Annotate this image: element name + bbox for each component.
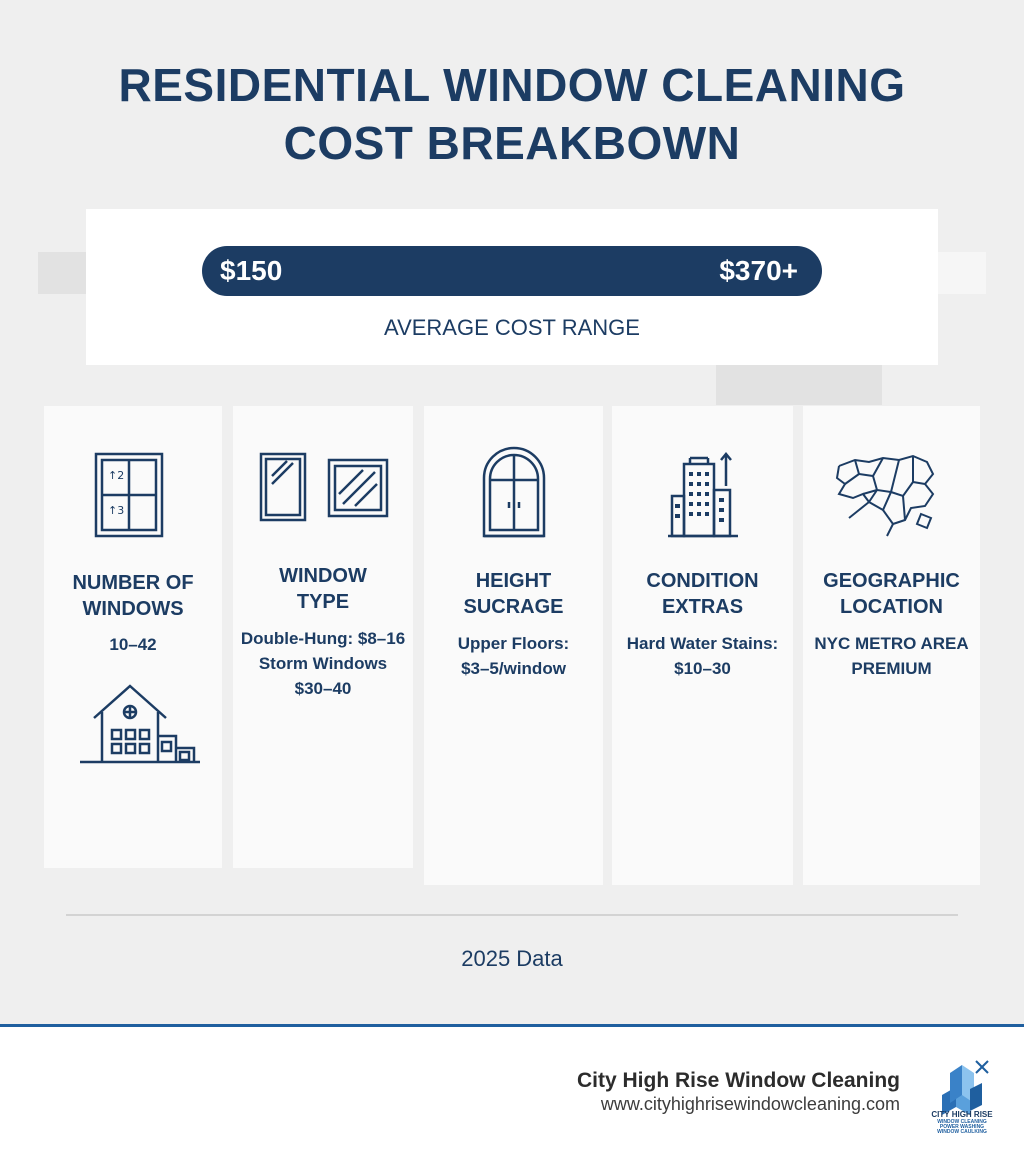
card-value: 10–42: [109, 635, 157, 654]
window-types-icon: [259, 452, 389, 522]
svg-text:WINDOW CAULKING: WINDOW CAULKING: [937, 1129, 987, 1135]
card-condition-extras: CONDITION EXTRAS Hard Water Stains: $10–30: [612, 406, 793, 885]
card-value: Upper Floors: $3–5/window: [457, 634, 570, 678]
company-logo: CITY HIGH RISE WINDOW CLEANING POWER WAS…: [931, 1060, 993, 1135]
card-height-surcharge: HEIGHT SUCRAGE Upper Floors: $3–5/window: [424, 406, 603, 885]
svg-text:WINDOW CLEANING: WINDOW CLEANING: [937, 1119, 987, 1125]
data-year-note: 2025 Data: [461, 946, 563, 971]
house-icon: [80, 684, 200, 764]
svg-text:↑2: ↑2: [108, 469, 124, 482]
decorative-shade: [936, 252, 986, 294]
cost-range-card: $150 $370+ AVERAGE COST RANGE: [86, 209, 938, 365]
card-title: HEIGHT SUCRAGE: [463, 570, 564, 618]
decorative-shade: [38, 252, 88, 294]
window-pane-icon: ↑2 ↑3: [94, 452, 164, 538]
card-geographic-location: GEOGRAPHIC LOCATION NYC METRO AREA PREMIUM: [803, 406, 980, 885]
company-url[interactable]: www.cityhighrisewindowcleaning.com: [600, 1094, 900, 1114]
page-title: RESIDENTIAL WINDOW CLEANING COST BREAKBO…: [0, 56, 1024, 172]
card-title: NUMBER OF WINDOWS: [72, 572, 194, 620]
card-number-of-windows: ↑2 ↑3 NUMBER OF WINDOWS 10–42: [44, 406, 222, 868]
svg-text:↑3: ↑3: [108, 504, 124, 517]
building-icon: [668, 452, 738, 538]
company-name: City High Rise Window Cleaning: [577, 1069, 900, 1092]
card-title: WINDOW TYPE: [279, 565, 367, 613]
card-title: GEOGRAPHIC LOCATION: [823, 570, 960, 618]
card-title: CONDITION EXTRAS: [646, 570, 759, 618]
card-value: Double-Hung: $8–16 Storm Windows $30–40: [240, 629, 406, 698]
map-icon: [835, 454, 935, 537]
title-line-2: COST BREAKBOWN: [283, 117, 741, 169]
title-line-1: RESIDENTIAL WINDOW CLEANING: [118, 59, 906, 111]
range-label: AVERAGE COST RANGE: [384, 315, 640, 340]
card-window-type: WINDOW TYPE Double-Hung: $8–16 Storm Windo…: [233, 406, 413, 868]
cost-range-bar: $150 $370+: [202, 246, 822, 296]
footer: City High Rise Window Cleaning www.cityh…: [0, 1024, 1024, 1154]
arched-window-icon: [482, 446, 546, 538]
svg-text:POWER WASHING: POWER WASHING: [940, 1124, 984, 1130]
card-value: Hard Water Stains: $10–30: [626, 634, 779, 678]
range-low-value: $150: [220, 255, 283, 286]
range-high-value: $370+: [719, 255, 798, 286]
svg-text:CITY HIGH RISE: CITY HIGH RISE: [931, 1110, 993, 1119]
decorative-shade: [716, 365, 882, 405]
card-value: NYC METRO AREA PREMIUM: [814, 634, 969, 678]
divider: [66, 914, 958, 916]
